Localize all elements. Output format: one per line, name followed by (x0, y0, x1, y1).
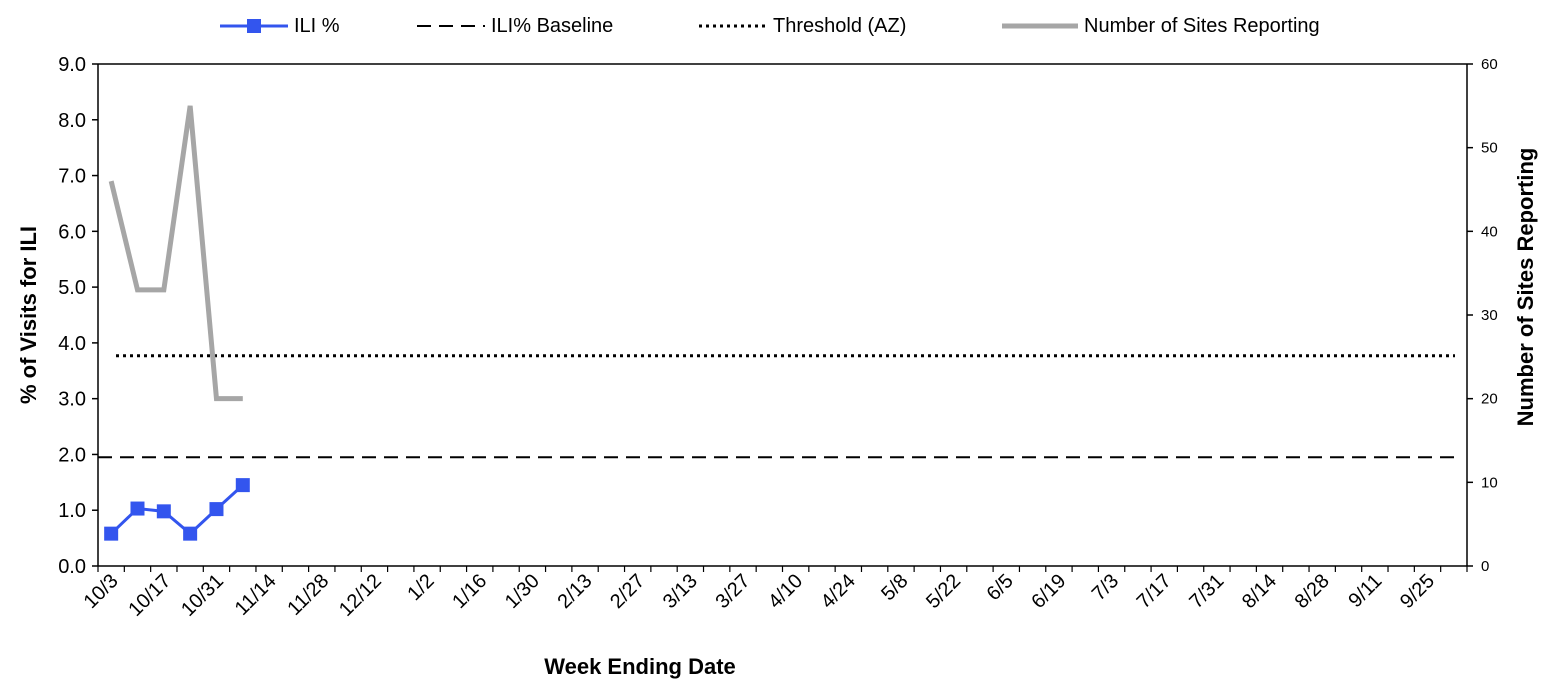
x-tick-label: 1/30 (501, 570, 544, 613)
x-tick-label: 3/27 (711, 570, 754, 613)
y-tick-label: 1.0 (58, 500, 86, 522)
x-tick-label: 6/19 (1027, 570, 1070, 613)
legend-label-baseline: ILI% Baseline (491, 14, 614, 37)
y-tick-label: 8.0 (58, 110, 86, 132)
x-tick-label: 1/2 (403, 570, 438, 605)
ili-point (235, 478, 250, 493)
x-axis-label: Week Ending Date (544, 654, 736, 679)
x-tick-label: 10/31 (177, 570, 228, 621)
x-tick-label: 7/17 (1133, 570, 1176, 613)
ili-point (130, 501, 145, 516)
x-tick-label: 3/13 (659, 570, 702, 613)
y-tick-label: 7.0 (58, 166, 86, 188)
legend-item-threshold: Threshold (AZ) (697, 10, 906, 42)
legend-label-threshold: Threshold (AZ) (773, 14, 907, 37)
legend-label-ili: ILI % (294, 14, 340, 37)
y-axis-label: % of Visits for ILI (16, 226, 41, 404)
x-tick-label: 2/27 (606, 570, 649, 613)
ili-point (183, 526, 198, 541)
plot-area: 0.0 1.0 2.0 3.0 4.0 5.0 6.0 7.0 8.0 9.0 0 10 20 30 40 5… (58, 54, 1498, 621)
y2-tick-label: 30 (1481, 307, 1498, 324)
y2-tick-label: 50 (1481, 140, 1498, 157)
y-tick-label: 0.0 (58, 556, 86, 578)
legend-label-sites: Number of Sites Reporting (1084, 14, 1320, 37)
x-tick-label: 4/10 (764, 570, 807, 613)
sites-reporting-line (108, 105, 243, 402)
y2-tick-label: 60 (1481, 56, 1498, 73)
legend-swatch-sites (1002, 23, 1078, 29)
y-tick-label: 5.0 (58, 277, 86, 299)
ili-point (156, 504, 171, 519)
x-tick-label: 8/28 (1291, 570, 1334, 613)
y2-tick-label: 20 (1481, 391, 1498, 408)
x-tick-label: 4/24 (817, 570, 860, 613)
y2-axis-label: Number of Sites Reporting (1513, 148, 1538, 427)
y-tick-label: 6.0 (58, 221, 86, 243)
legend-swatch-ili (220, 19, 288, 33)
legend-item-ili: ILI % (218, 10, 340, 42)
x-tick-label: 7/3 (1088, 570, 1123, 605)
ili-point (209, 502, 224, 517)
x-tick-label: 8/14 (1238, 570, 1281, 613)
x-tick-label: 10/3 (80, 570, 123, 613)
y2-tick-label: 10 (1481, 474, 1498, 491)
legend-item-sites: Number of Sites Reporting (1000, 10, 1320, 42)
ili-point (104, 526, 119, 541)
legend: ILI % ILI% Baseline Threshold (AZ) Numbe… (0, 10, 1546, 42)
legend-swatch-baseline (417, 25, 485, 27)
x-tick-label: 10/17 (124, 570, 175, 621)
legend-swatch-threshold (699, 24, 767, 28)
x-tick-label: 5/22 (922, 570, 965, 613)
x-tick-label: 11/28 (283, 570, 333, 620)
y-tick-label: 4.0 (58, 333, 86, 355)
x-tick-label: 9/25 (1396, 570, 1439, 613)
y2-tick-label: 40 (1481, 223, 1498, 240)
x-tick-label: 6/5 (983, 570, 1018, 605)
x-tick-label: 2/13 (553, 570, 596, 613)
y-tick-label: 9.0 (58, 54, 86, 76)
x-tick-label: 12/12 (335, 570, 386, 621)
x-tick-label: 11/14 (231, 570, 281, 620)
legend-item-baseline: ILI% Baseline (415, 10, 613, 42)
x-tick-label: 5/8 (877, 570, 912, 605)
x-tick-label: 1/16 (448, 570, 491, 613)
y2-tick-label: 0 (1481, 558, 1489, 575)
x-tick-label: 7/31 (1185, 570, 1228, 613)
y-tick-label: 3.0 (58, 389, 86, 411)
x-tick-label: 9/11 (1344, 570, 1386, 612)
y-tick-label: 2.0 (58, 444, 86, 466)
